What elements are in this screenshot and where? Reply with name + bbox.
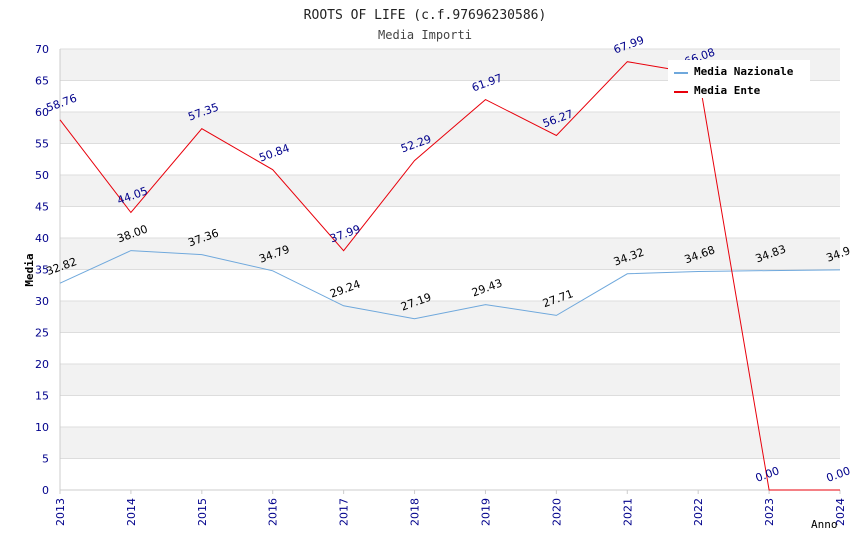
data-label: 29.43 — [470, 276, 504, 299]
y-axis-label: Media — [23, 253, 36, 286]
y-tick-label: 5 — [42, 453, 49, 466]
x-axis-label: Anno — [811, 518, 838, 531]
y-tick-labels: 0 5 10 15 20 25 30 35 40 45 50 55 60 65 70 — [35, 43, 49, 497]
x-tick-label: 2014 — [125, 498, 138, 526]
x-tick-label: 2021 — [621, 498, 634, 526]
data-label: 58.76 — [45, 92, 79, 115]
chart-title: ROOTS OF LIFE (c.f.97696230586) — [304, 8, 547, 23]
band — [60, 238, 840, 270]
chart-subtitle: Media Importi — [378, 28, 472, 42]
y-tick-label: 60 — [35, 106, 49, 119]
x-tick-label: 2024 — [834, 498, 847, 526]
band — [60, 112, 840, 144]
series-line-media-nazionale — [59, 250, 841, 320]
x-tick-label: 2022 — [692, 498, 705, 526]
y-tick-label: 70 — [35, 43, 49, 56]
y-tick-label: 15 — [35, 390, 49, 403]
y-tick-label: 35 — [35, 264, 49, 277]
band — [60, 175, 840, 207]
band — [60, 364, 840, 396]
axes — [59, 49, 840, 491]
band — [60, 427, 840, 459]
series-line-media-ente — [59, 61, 840, 491]
x-tick-label: 2016 — [267, 498, 280, 526]
y-tick-label: 0 — [42, 484, 49, 497]
band — [60, 301, 840, 333]
x-tick-label: 2015 — [196, 498, 209, 526]
y-tick-label: 45 — [35, 201, 49, 214]
x-tick-label: 2020 — [550, 498, 563, 526]
grid-lines — [60, 48, 840, 491]
data-label: 0.00 — [825, 464, 850, 485]
legend-label-media-ente: Media Ente — [694, 84, 761, 97]
y-tick-label: 20 — [35, 358, 49, 371]
data-label: 29.24 — [328, 278, 362, 301]
y-tick-label: 25 — [35, 327, 49, 340]
y-tick-label: 40 — [35, 232, 49, 245]
x-tick-label: 2013 — [54, 498, 67, 526]
data-label: 50.84 — [257, 142, 291, 165]
x-tick-labels: 2013 2014 2015 2016 2017 2018 2019 2020 2021 2022… — [54, 490, 847, 526]
legend: Media Nazionale Media Ente — [668, 60, 810, 98]
legend-label-media-nazionale: Media Nazionale — [694, 65, 794, 78]
y-tick-label: 50 — [35, 169, 49, 182]
y-tick-label: 30 — [35, 295, 49, 308]
y-tick-label: 65 — [35, 75, 49, 88]
y-tick-label: 55 — [35, 138, 49, 151]
background-bands — [60, 49, 840, 459]
series-lines — [59, 61, 841, 491]
x-tick-label: 2018 — [409, 498, 422, 526]
x-tick-label: 2019 — [479, 498, 492, 526]
x-tick-label: 2017 — [338, 498, 351, 526]
y-tick-label: 10 — [35, 421, 49, 434]
x-tick-label: 2023 — [763, 498, 776, 526]
